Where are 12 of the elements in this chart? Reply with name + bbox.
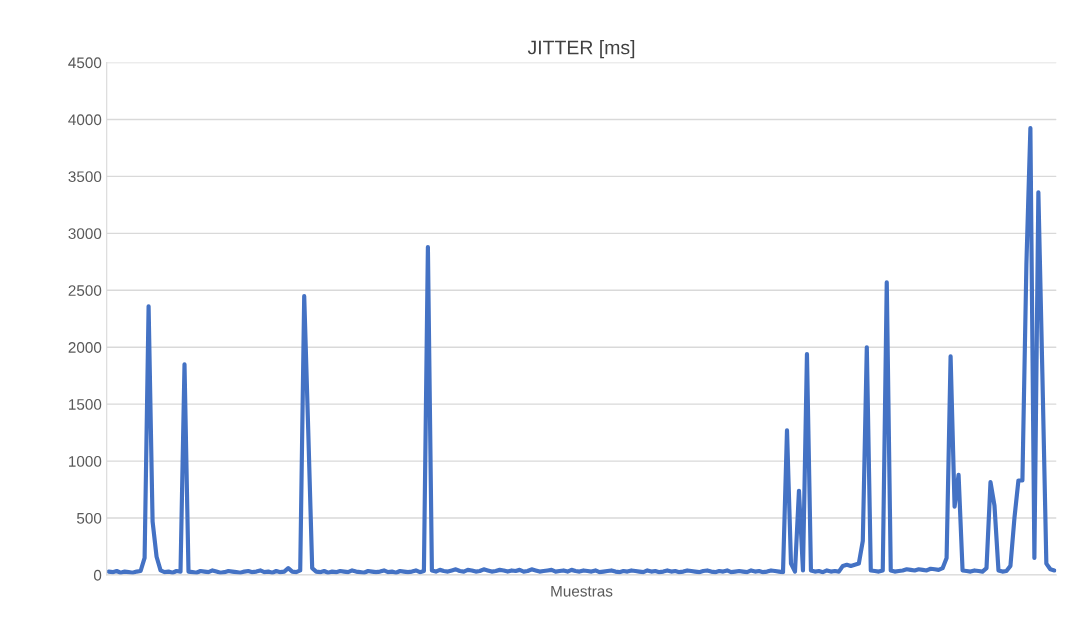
chart-title: JITTER [ms] [527, 40, 635, 59]
y-tick-label: 500 [76, 512, 102, 524]
y-tick-label: 2000 [68, 342, 102, 353]
y-tick-label: 3000 [68, 228, 102, 240]
y-tick-label: 0 [93, 569, 102, 581]
y-tick-label: 1000 [69, 455, 102, 467]
y-tick-label: 4000 [68, 114, 102, 126]
y-tick-label: 3500 [68, 171, 102, 183]
y-tick-label: 1500 [69, 399, 102, 410]
y-tick-label: 2500 [68, 285, 102, 296]
x-axis-title: Muestras [551, 585, 613, 597]
y-tick-label: 4500 [68, 57, 102, 69]
